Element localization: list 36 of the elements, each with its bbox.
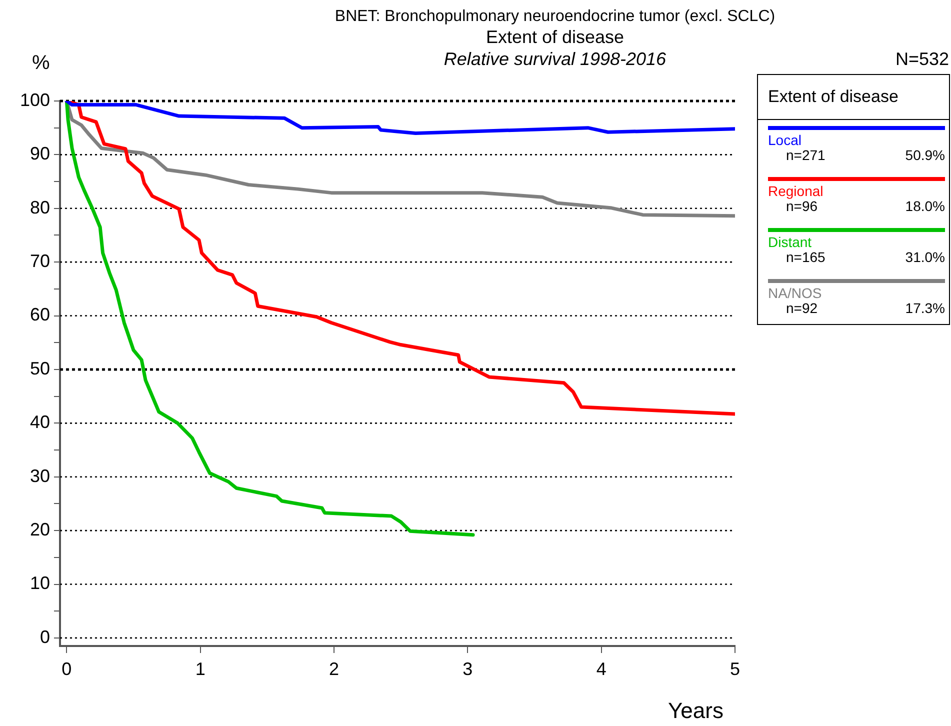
x-tick-label: 5 xyxy=(730,658,740,679)
chart-title: BNET: Bronchopulmonary neuroendocrine tumor (excl. SCLC) xyxy=(334,8,776,26)
text: Local xyxy=(768,132,802,148)
text: N=532 xyxy=(895,49,949,70)
text: 17.3% xyxy=(905,300,945,316)
y-axis-title: % xyxy=(32,52,50,75)
y-tick-label: 90 xyxy=(30,144,50,164)
x-tick-label: 4 xyxy=(596,658,606,679)
y-tick-label: 40 xyxy=(30,412,50,432)
y-tick-label: 30 xyxy=(30,466,50,486)
legend-title: Extent of disease xyxy=(758,75,949,120)
text: 50.9% xyxy=(905,147,945,163)
y-tick-label: 50 xyxy=(30,358,50,378)
x-tick-label: 1 xyxy=(195,658,206,679)
y-tick-label: 60 xyxy=(30,304,50,325)
x-tick-label: 2 xyxy=(329,658,340,679)
text: Regional xyxy=(768,183,824,199)
chart-subtitle: Extent of disease xyxy=(484,27,626,48)
y-tick-label: 0 xyxy=(40,626,50,647)
text: n=165 xyxy=(786,249,826,265)
text: Relative survival 1998-2016 xyxy=(444,49,666,69)
text: Distant xyxy=(768,234,813,250)
y-tick-label: 20 xyxy=(30,520,50,540)
text: n=271 xyxy=(786,147,826,163)
y-tick-label: 10 xyxy=(30,573,50,594)
text: 31.0% xyxy=(905,249,945,265)
y-tick-label: 100 xyxy=(20,90,50,110)
text: NA/NOS xyxy=(768,285,823,301)
y-tick-label: 80 xyxy=(30,197,50,218)
text: n=92 xyxy=(786,300,818,316)
text: n=96 xyxy=(786,198,818,214)
y-tick-label: 70 xyxy=(30,251,50,272)
x-tick-label: 0 xyxy=(62,658,72,679)
x-axis-title: Years xyxy=(668,698,724,724)
text: 18.0% xyxy=(905,198,945,214)
x-tick-label: 3 xyxy=(462,658,473,679)
